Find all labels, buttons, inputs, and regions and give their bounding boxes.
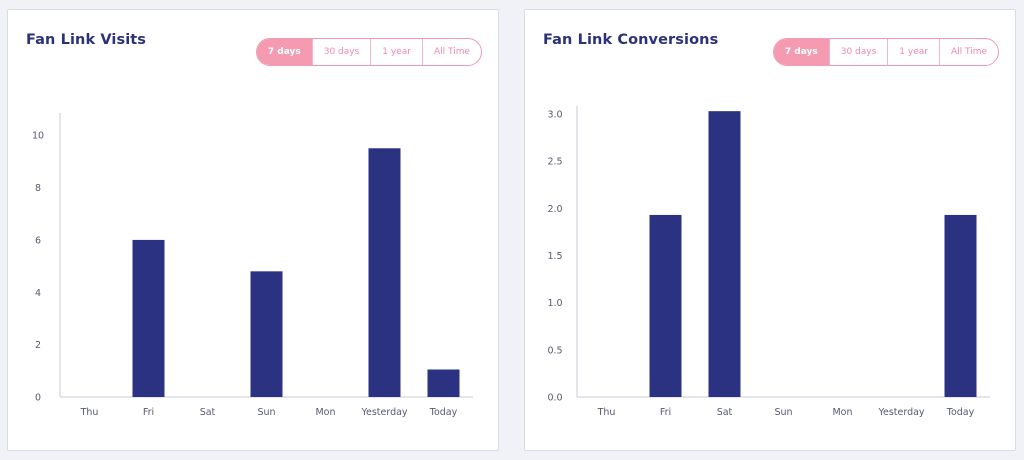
bar-sun <box>250 271 283 397</box>
y-tick-label: 1.5 <box>547 251 562 262</box>
bar-fri <box>649 214 682 397</box>
y-tick-label: 0.0 <box>547 393 562 404</box>
x-tick-label: Today <box>946 407 975 418</box>
fan-link-conversions-card: Fan Link Conversions 7 days 30 days 1 ye… <box>524 9 1016 451</box>
y-tick-label: 1.0 <box>547 298 562 309</box>
date-range-selector: 7 days 30 days 1 year All Time <box>255 38 482 66</box>
card-title: Fan Link Conversions <box>543 32 719 48</box>
y-tick-label: 3.0 <box>547 110 562 121</box>
range-7-days-button[interactable]: 7 days <box>773 39 829 65</box>
x-tick-label: Fri <box>143 407 154 418</box>
date-range-selector: 7 days 30 days 1 year All Time <box>772 38 999 66</box>
bar-fri <box>132 239 165 397</box>
range-30-days-button[interactable]: 30 days <box>828 39 888 65</box>
range-7-days-button[interactable]: 7 days <box>256 39 312 65</box>
x-tick-label: Thu <box>597 407 616 418</box>
bar-sat <box>708 111 741 398</box>
bar-today <box>427 369 460 397</box>
x-tick-label: Mon <box>315 407 335 418</box>
range-1-year-button[interactable]: 1 year <box>887 39 939 65</box>
range-1-year-button[interactable]: 1 year <box>370 39 422 65</box>
range-all-time-button[interactable]: All Time <box>421 39 481 65</box>
conversions-bar-chart: 0.0 0.5 1.0 1.5 2.0 2.5 3.0 Thu Fri Sat Sun Mon Yest… <box>547 106 990 418</box>
x-tick-label: Mon <box>832 407 852 418</box>
x-tick-label: Sat <box>717 407 733 418</box>
y-tick-label: 10 <box>32 131 44 142</box>
y-tick-label: 6 <box>35 235 41 246</box>
y-tick-label: 8 <box>35 183 41 194</box>
x-tick-label: Yesterday <box>360 407 407 418</box>
y-tick-label: 2 <box>35 340 41 351</box>
range-all-time-button[interactable]: All Time <box>938 39 998 65</box>
card-title: Fan Link Visits <box>26 32 147 48</box>
bar-yesterday <box>368 148 401 397</box>
y-tick-label: 2.0 <box>547 204 562 215</box>
x-tick-label: Thu <box>80 407 99 418</box>
x-tick-label: Today <box>429 407 458 418</box>
visits-bar-chart: 0 2 4 6 8 10 Thu Fri Sat Sun Mon Yesterday Today <box>32 113 473 418</box>
x-tick-label: Sat <box>200 407 216 418</box>
y-tick-label: 4 <box>35 288 41 299</box>
x-tick-label: Sun <box>257 407 275 418</box>
x-tick-label: Sun <box>774 407 792 418</box>
y-tick-label: 0.5 <box>547 345 562 356</box>
bar-today <box>944 214 977 397</box>
y-tick-label: 0 <box>35 393 41 404</box>
y-tick-label: 2.5 <box>547 157 562 168</box>
x-tick-label: Fri <box>660 407 671 418</box>
fan-link-visits-card: Fan Link Visits 7 days 30 days 1 year Al… <box>7 9 499 451</box>
x-tick-label: Yesterday <box>877 407 924 418</box>
range-30-days-button[interactable]: 30 days <box>311 39 371 65</box>
